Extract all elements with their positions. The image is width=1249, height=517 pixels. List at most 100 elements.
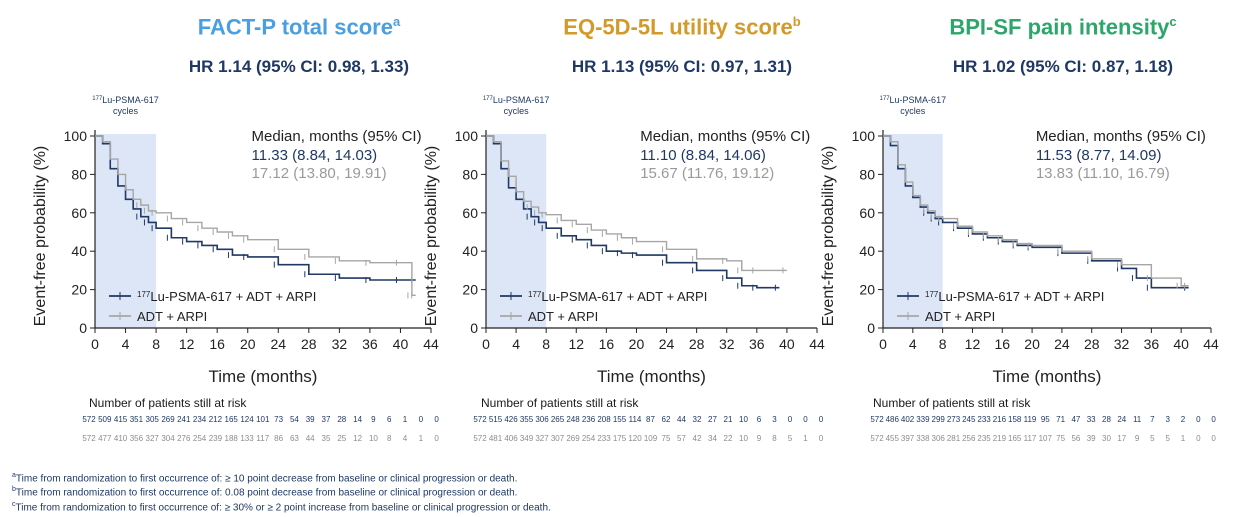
- treatment-cycles-shade: [883, 134, 943, 328]
- risk-control-count: 35: [322, 434, 331, 443]
- control-km-curve: [883, 135, 1189, 287]
- risk-treatment-count: 6: [387, 415, 392, 424]
- median-header: Median, months (95% CI): [1036, 128, 1206, 145]
- x-tick-label: 4: [512, 336, 520, 352]
- risk-treatment-count: 212: [209, 415, 223, 424]
- x-axis-label: Time (months): [209, 367, 318, 386]
- risk-treatment-count: 1: [403, 415, 408, 424]
- risk-treatment-count: 415: [114, 415, 128, 424]
- risk-control-count: 219: [993, 434, 1007, 443]
- panel-2-title-text: EQ-5D-5L utility score: [563, 14, 793, 40]
- risk-control-count: 481: [489, 434, 503, 443]
- median-treatment: 11.53 (8.77, 14.09): [1036, 147, 1162, 164]
- risk-control-count: 175: [613, 434, 627, 443]
- x-tick-label: 4: [122, 336, 130, 352]
- median-control: 15.67 (11.76, 19.12): [640, 165, 774, 182]
- risk-treatment-count: 208: [597, 415, 611, 424]
- risk-treatment-count: 47: [1071, 415, 1080, 424]
- risk-control-count: 572: [870, 434, 884, 443]
- y-tick-label: 100: [455, 128, 479, 144]
- y-tick-label: 20: [859, 282, 875, 298]
- risk-treatment-count: 306: [535, 415, 549, 424]
- risk-control-count: 56: [1071, 434, 1080, 443]
- panel-2-risk-title: Number of patients still at risk: [481, 396, 639, 410]
- treatment-km-curve: [486, 135, 780, 289]
- risk-control-count: 8: [387, 434, 392, 443]
- x-axis-label: Time (months): [993, 367, 1102, 386]
- risk-treatment-count: 572: [473, 415, 487, 424]
- risk-control-count: 572: [473, 434, 487, 443]
- risk-control-count: 254: [582, 434, 596, 443]
- risk-treatment-count: 216: [993, 415, 1007, 424]
- y-tick-label: 40: [859, 243, 875, 259]
- risk-control-count: 269: [566, 434, 580, 443]
- risk-control-count: 254: [193, 434, 207, 443]
- median-treatment: 11.33 (8.84, 14.03): [252, 147, 378, 164]
- risk-treatment-count: 3: [772, 415, 777, 424]
- risk-control-count: 397: [901, 434, 915, 443]
- x-tick-label: 44: [423, 336, 439, 352]
- risk-control-count: 307: [551, 434, 565, 443]
- panel-1-hazard-ratio: HR 1.14 (95% CI: 0.98, 1.33): [188, 57, 410, 76]
- risk-treatment-count: 0: [419, 415, 424, 424]
- risk-treatment-count: 265: [551, 415, 565, 424]
- risk-treatment-count: 62: [662, 415, 671, 424]
- x-tick-label: 28: [689, 336, 705, 352]
- risk-control-count: 86: [274, 434, 283, 443]
- x-tick-label: 12: [179, 336, 195, 352]
- x-tick-label: 16: [209, 336, 225, 352]
- panel-1-title-text: FACT-P total score: [197, 14, 393, 40]
- legend-control-label: ADT + ARPI: [137, 309, 207, 324]
- risk-control-count: 327: [535, 434, 549, 443]
- x-tick-label: 4: [909, 336, 917, 352]
- risk-control-count: 5: [1150, 434, 1155, 443]
- risk-control-count: 39: [1087, 434, 1096, 443]
- control-km-curve: [486, 135, 787, 272]
- legend-treatment-label: 177Lu-PSMA-617 + ADT + ARPI: [137, 289, 316, 304]
- x-tick-label: 36: [1144, 336, 1160, 352]
- risk-treatment-count: 95: [1041, 415, 1050, 424]
- risk-treatment-count: 101: [256, 415, 270, 424]
- risk-treatment-count: 165: [225, 415, 239, 424]
- x-tick-label: 8: [939, 336, 947, 352]
- risk-treatment-count: 426: [504, 415, 518, 424]
- x-axis-label: Time (months): [597, 367, 706, 386]
- risk-treatment-count: 299: [932, 415, 946, 424]
- risk-treatment-count: 236: [582, 415, 596, 424]
- risk-treatment-count: 572: [870, 415, 884, 424]
- risk-control-count: 165: [1008, 434, 1022, 443]
- risk-control-count: 281: [947, 434, 961, 443]
- risk-treatment-count: 7: [1150, 415, 1155, 424]
- risk-treatment-count: 32: [693, 415, 702, 424]
- risk-control-count: 0: [1211, 434, 1216, 443]
- risk-treatment-count: 71: [1056, 415, 1065, 424]
- treatment-km-curve: [95, 135, 416, 281]
- risk-control-count: 75: [662, 434, 671, 443]
- risk-control-count: 9: [1135, 434, 1140, 443]
- risk-control-count: 133: [240, 434, 254, 443]
- treatment-cycles-shade: [95, 134, 157, 328]
- risk-control-count: 572: [82, 434, 96, 443]
- x-tick-label: 12: [965, 336, 981, 352]
- risk-control-count: 30: [1102, 434, 1111, 443]
- median-treatment: 11.10 (8.84, 14.06): [640, 147, 766, 164]
- y-tick-label: 60: [462, 205, 478, 221]
- risk-treatment-count: 27: [708, 415, 717, 424]
- panel-3-risk-title: Number of patients still at risk: [873, 396, 1031, 410]
- x-tick-label: 16: [994, 336, 1010, 352]
- panel-1-title: FACT-P total scorea: [109, 14, 489, 40]
- risk-treatment-count: 273: [947, 415, 961, 424]
- risk-control-count: 455: [886, 434, 900, 443]
- panel-3-title: BPI-SF pain intensityc: [873, 14, 1249, 40]
- risk-control-count: 117: [256, 434, 269, 443]
- y-tick-label: 80: [462, 166, 478, 182]
- footnotes: aTime from randomization to first occurr…: [12, 470, 551, 513]
- x-tick-label: 24: [659, 336, 675, 352]
- risk-control-count: 233: [597, 434, 611, 443]
- risk-control-count: 1: [1181, 434, 1186, 443]
- y-tick-label: 20: [462, 282, 478, 298]
- x-tick-label: 8: [542, 336, 550, 352]
- y-tick-label: 0: [79, 320, 87, 336]
